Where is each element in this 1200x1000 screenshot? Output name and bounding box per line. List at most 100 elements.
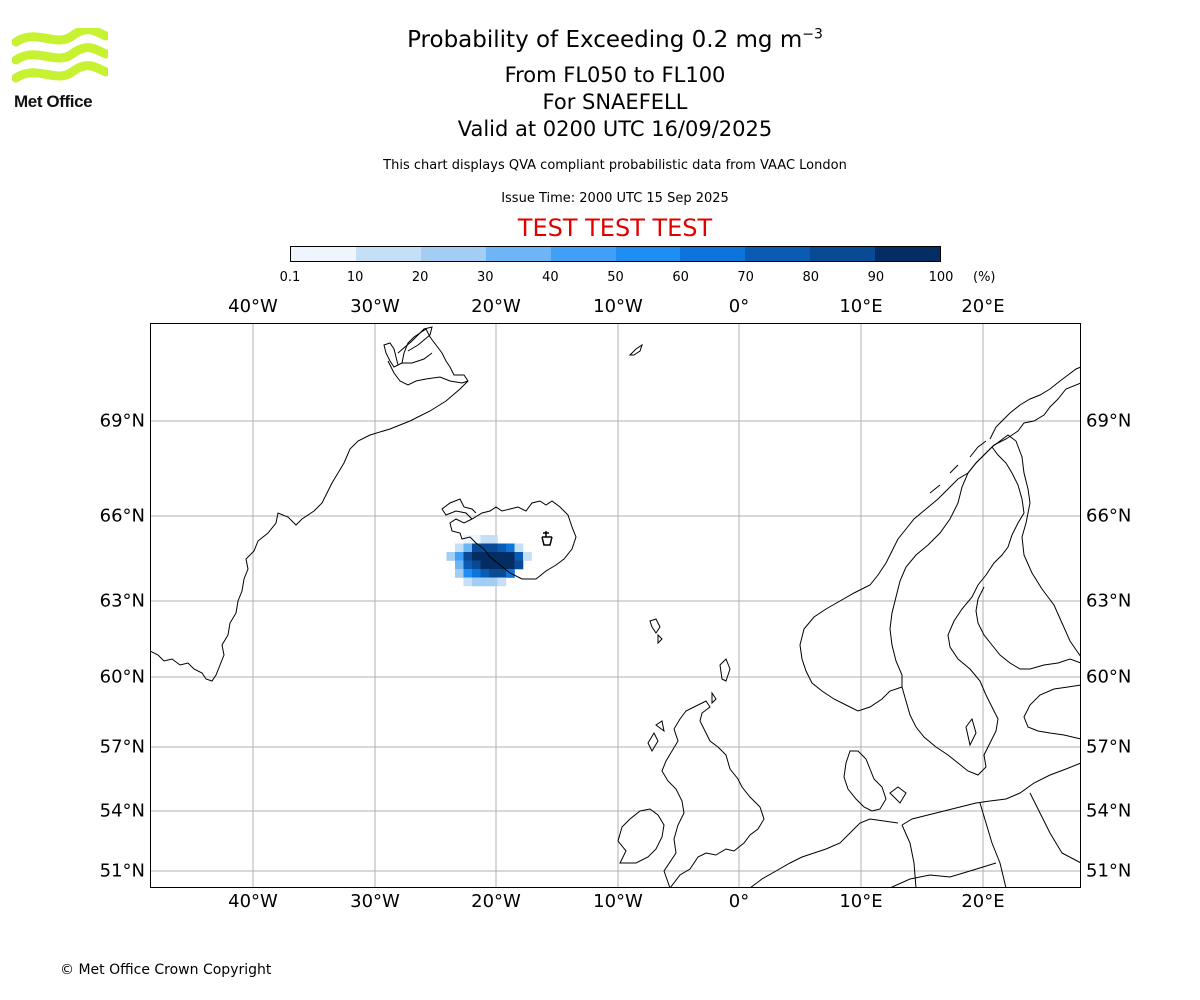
ash-probability-cell [506,552,515,561]
longitude-label: 10°E [839,891,883,912]
germany-netherlands-coast [749,818,899,888]
latitude-label: 54°N [99,800,145,822]
longitude-label: 30°W [350,296,400,317]
longitude-label: 20°W [471,296,521,317]
colorbar-segment [550,247,616,261]
finland-coastline [975,586,1081,670]
shetland-islands [711,658,731,705]
latitude-label: 66°N [99,505,145,527]
valid-time: Valid at 0200 UTC 16/09/2025 [457,117,773,141]
ash-probability-cell [472,543,481,553]
ash-probability-cell [480,535,490,544]
latitude-label: 51°N [1086,860,1132,882]
ash-probability-cell [455,560,464,570]
jan-mayen [628,343,643,356]
ash-probability-cell [489,552,498,561]
ash-probability-cell [455,552,464,561]
ash-probability-cell [463,569,473,578]
issue-time: Issue Time: 2000 UTC 15 Sep 2025 [501,191,729,206]
map [150,323,1081,888]
ash-probability-cell [463,552,473,561]
ash-probability-cell [446,552,456,561]
ash-probability-cell [463,535,473,544]
norway-coastline [799,382,1081,712]
latitude-label: 63°N [1086,590,1132,612]
colorbar-segment [680,247,746,261]
colorbar-tick-label: 40 [542,270,559,285]
ash-probability-cell [497,543,507,553]
met-office-logo [12,28,108,83]
longitude-label: 0° [728,891,750,912]
latitude-label: 69°N [99,410,145,432]
chart-note: This chart displays QVA compliant probab… [383,158,847,173]
snaefell-volcano-marker [541,531,553,546]
colorbar-tick-label: 10 [346,270,364,285]
latitude-label: 57°N [99,736,145,758]
central-europe-borders [889,792,1081,888]
colorbar-segment [875,247,941,261]
baltic-coast [901,762,1081,826]
gotland [965,717,977,747]
copyright-notice: © Met Office Crown Copyright [60,962,272,978]
colorbar-tick-label: 30 [477,270,494,285]
ash-probability-cell [472,569,481,578]
longitude-label: 30°W [350,891,400,912]
longitude-label: 10°W [593,296,643,317]
ash-probability-cell [497,577,507,587]
ash-probability-cell [472,577,481,587]
ash-probability-cell [480,569,490,578]
ash-probability-cell [472,560,481,570]
colorbar-segment [615,247,681,261]
ash-probability-cell [480,552,490,561]
longitude-label: 0° [728,296,750,317]
colorbar-segment [485,247,551,261]
longitude-label: 40°W [228,891,278,912]
ash-probability-cell [514,543,524,553]
colorbar-segment [745,247,811,261]
longitude-label: 20°W [471,891,521,912]
colorbar-segment [291,247,356,261]
ash-probability-cell [514,552,524,561]
title-exponent: −3 [802,26,823,43]
denmark-coastline [843,750,907,812]
ash-probability-cell [489,535,498,544]
iceland-coastline [449,500,577,580]
ash-probability-cell [463,543,473,553]
colorbar-segment [810,247,876,261]
longitude-label: 20°E [961,891,1005,912]
sweden-norway-border [889,446,993,687]
colorbar-tick-label: 70 [737,270,754,285]
colorbar [290,246,941,262]
ash-probability-field [446,535,532,587]
latitude-label: 63°N [99,590,145,612]
norway-islands [929,366,1081,494]
longitude-label: 40°W [228,296,278,317]
ash-probability-cell [506,543,515,553]
greenland-fjords [397,326,433,364]
greenland-coastline [150,328,469,682]
longitude-label: 20°E [961,296,1005,317]
chart-title: Probability of Exceeding 0.2 mg m−3 [0,27,1200,53]
colorbar-tick-label: 20 [411,270,429,285]
volcano-name: For SNAEFELL [542,90,688,114]
ash-probability-cell [480,543,490,553]
westfjords [441,498,477,520]
ash-probability-cell [472,535,481,544]
ash-probability-cell [497,552,507,561]
latitude-label: 60°N [1086,666,1132,688]
ash-probability-cell [489,569,498,578]
great-britain-coastline [661,700,765,888]
map-frame [150,323,1081,888]
colorbar-tick-label: 0.1 [279,270,301,285]
ash-probability-cell [455,543,464,553]
faroe-islands [649,618,663,645]
colorbar-unit: (%) [973,270,996,285]
ash-probability-cell [514,560,524,570]
hebrides [647,720,665,753]
longitude-label: 10°E [839,296,883,317]
map-gridlines [150,323,1081,888]
latitude-label: 66°N [1086,505,1132,527]
ash-probability-cell [480,560,490,570]
ash-probability-cell [523,552,532,561]
ash-probability-cell [489,560,498,570]
